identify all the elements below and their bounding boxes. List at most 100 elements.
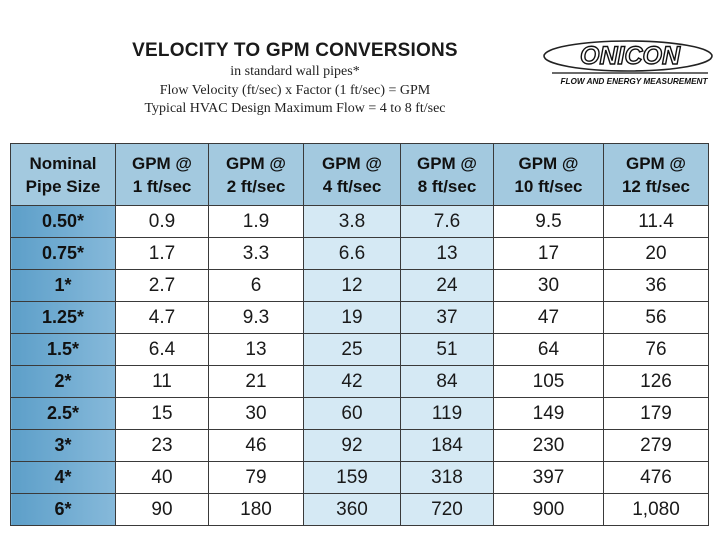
pipe-size-cell: 1* — [10, 269, 116, 302]
gpm-cell: 30 — [493, 269, 604, 302]
gpm-cell: 3.3 — [208, 237, 304, 270]
pipe-size-cell: 1.25* — [10, 301, 116, 334]
header-line: 12 ft/sec — [621, 176, 691, 196]
table-row: 6* 90 180 360 720 900 1,080 — [10, 493, 709, 526]
header-gpm-column: GPM @ 4 ft/sec — [303, 143, 401, 206]
gpm-cell: 20 — [603, 237, 709, 270]
gpm-cell: 3.8 — [303, 205, 401, 238]
pipe-size-cell: 0.75* — [10, 237, 116, 270]
pipe-size-cell: 3* — [10, 429, 116, 462]
onicon-logo: ONICON FLOW AND ENERGY MEASUREMENT — [543, 40, 713, 86]
gpm-cell: 92 — [303, 429, 401, 462]
gpm-cell: 9.3 — [208, 301, 304, 334]
conversion-table: Nominal Pipe Size GPM @ 1 ft/sec GPM @ 2 ft/s… — [10, 143, 709, 526]
gpm-cell: 119 — [400, 397, 494, 430]
gpm-cell: 40 — [115, 461, 209, 494]
gpm-cell: 0.9 — [115, 205, 209, 238]
pipe-size-cell: 0.50* — [10, 205, 116, 238]
gpm-cell: 318 — [400, 461, 494, 494]
logo-wordmark: ONICON — [580, 42, 681, 70]
gpm-cell: 90 — [115, 493, 209, 526]
table-row: 3* 23 46 92 184 230 279 — [10, 429, 709, 462]
gpm-cell: 56 — [603, 301, 709, 334]
logo-tagline: FLOW AND ENERGY MEASUREMENT — [561, 77, 709, 86]
header-line: GPM @ — [225, 153, 287, 173]
gpm-cell: 15 — [115, 397, 209, 430]
header-line: 10 ft/sec — [514, 176, 583, 196]
gpm-cell: 36 — [603, 269, 709, 302]
header-line: Nominal — [29, 153, 97, 173]
table-row: 0.75* 1.7 3.3 6.6 13 17 20 — [10, 237, 709, 270]
table-row: 2.5* 15 30 60 119 149 179 — [10, 397, 709, 430]
gpm-cell: 19 — [303, 301, 401, 334]
gpm-cell: 42 — [303, 365, 401, 398]
header-gpm-column: GPM @ 2 ft/sec — [208, 143, 304, 206]
gpm-cell: 180 — [208, 493, 304, 526]
gpm-cell: 47 — [493, 301, 604, 334]
gpm-cell: 46 — [208, 429, 304, 462]
gpm-cell: 60 — [303, 397, 401, 430]
pipe-size-cell: 1.5* — [10, 333, 116, 366]
gpm-cell: 76 — [603, 333, 709, 366]
gpm-cell: 13 — [208, 333, 304, 366]
gpm-cell: 37 — [400, 301, 494, 334]
page-title: VELOCITY TO GPM CONVERSIONS — [132, 40, 458, 61]
gpm-cell: 7.6 — [400, 205, 494, 238]
table-row: 1* 2.7 6 12 24 30 36 — [10, 269, 709, 302]
gpm-cell: 51 — [400, 333, 494, 366]
gpm-cell: 184 — [400, 429, 494, 462]
gpm-cell: 159 — [303, 461, 401, 494]
header-line: GPM @ — [625, 153, 687, 173]
gpm-cell: 6 — [208, 269, 304, 302]
gpm-cell: 2.7 — [115, 269, 209, 302]
header-gpm-column: GPM @ 12 ft/sec — [603, 143, 709, 206]
gpm-cell: 360 — [303, 493, 401, 526]
gpm-cell: 6.4 — [115, 333, 209, 366]
gpm-cell: 476 — [603, 461, 709, 494]
pipe-size-cell: 2.5* — [10, 397, 116, 430]
gpm-cell: 13 — [400, 237, 494, 270]
gpm-cell: 21 — [208, 365, 304, 398]
header-pipe-size: Nominal Pipe Size — [10, 143, 116, 206]
table-header-row: Nominal Pipe Size GPM @ 1 ft/sec GPM @ 2 ft/s… — [10, 143, 709, 206]
header-line: 1 ft/sec — [132, 176, 192, 196]
header-line: 8 ft/sec — [417, 176, 477, 196]
header-line: 4 ft/sec — [322, 176, 382, 196]
header-line: Pipe Size — [25, 176, 101, 196]
gpm-cell: 397 — [493, 461, 604, 494]
table-row: 4* 40 79 159 318 397 476 — [10, 461, 709, 494]
header-gpm-column: GPM @ 8 ft/sec — [400, 143, 494, 206]
design-max-flow-line: Typical HVAC Design Maximum Flow = 4 to … — [144, 101, 446, 116]
header-line: GPM @ — [416, 153, 478, 173]
gpm-cell: 1.7 — [115, 237, 209, 270]
pipe-size-cell: 6* — [10, 493, 116, 526]
header-line: GPM @ — [321, 153, 383, 173]
gpm-cell: 17 — [493, 237, 604, 270]
gpm-cell: 900 — [493, 493, 604, 526]
gpm-cell: 105 — [493, 365, 604, 398]
header-line: GPM @ — [518, 153, 579, 173]
gpm-cell: 126 — [603, 365, 709, 398]
gpm-cell: 9.5 — [493, 205, 604, 238]
gpm-cell: 11 — [115, 365, 209, 398]
gpm-cell: 6.6 — [303, 237, 401, 270]
header-line: GPM @ — [131, 153, 193, 173]
table-body: 0.50* 0.9 1.9 3.8 7.6 9.5 11.4 0.75* 1.7 3.3 6.6 13… — [10, 205, 709, 526]
formula-line: Flow Velocity (ft/sec) x Factor (1 ft/se… — [159, 83, 431, 98]
gpm-cell: 25 — [303, 333, 401, 366]
gpm-cell: 1,080 — [603, 493, 709, 526]
gpm-cell: 24 — [400, 269, 494, 302]
gpm-cell: 230 — [493, 429, 604, 462]
table-row: 1.25* 4.7 9.3 19 37 47 56 — [10, 301, 709, 334]
pipe-size-cell: 2* — [10, 365, 116, 398]
header-gpm-column: GPM @ 1 ft/sec — [115, 143, 209, 206]
gpm-cell: 179 — [603, 397, 709, 430]
gpm-cell: 149 — [493, 397, 604, 430]
gpm-cell: 1.9 — [208, 205, 304, 238]
gpm-cell: 720 — [400, 493, 494, 526]
gpm-cell: 79 — [208, 461, 304, 494]
header-line: 2 ft/sec — [226, 176, 286, 196]
table-row: 1.5* 6.4 13 25 51 64 76 — [10, 333, 709, 366]
subtitle-pipes: in standard wall pipes* — [230, 64, 360, 79]
table-row: 2* 11 21 42 84 105 126 — [10, 365, 709, 398]
